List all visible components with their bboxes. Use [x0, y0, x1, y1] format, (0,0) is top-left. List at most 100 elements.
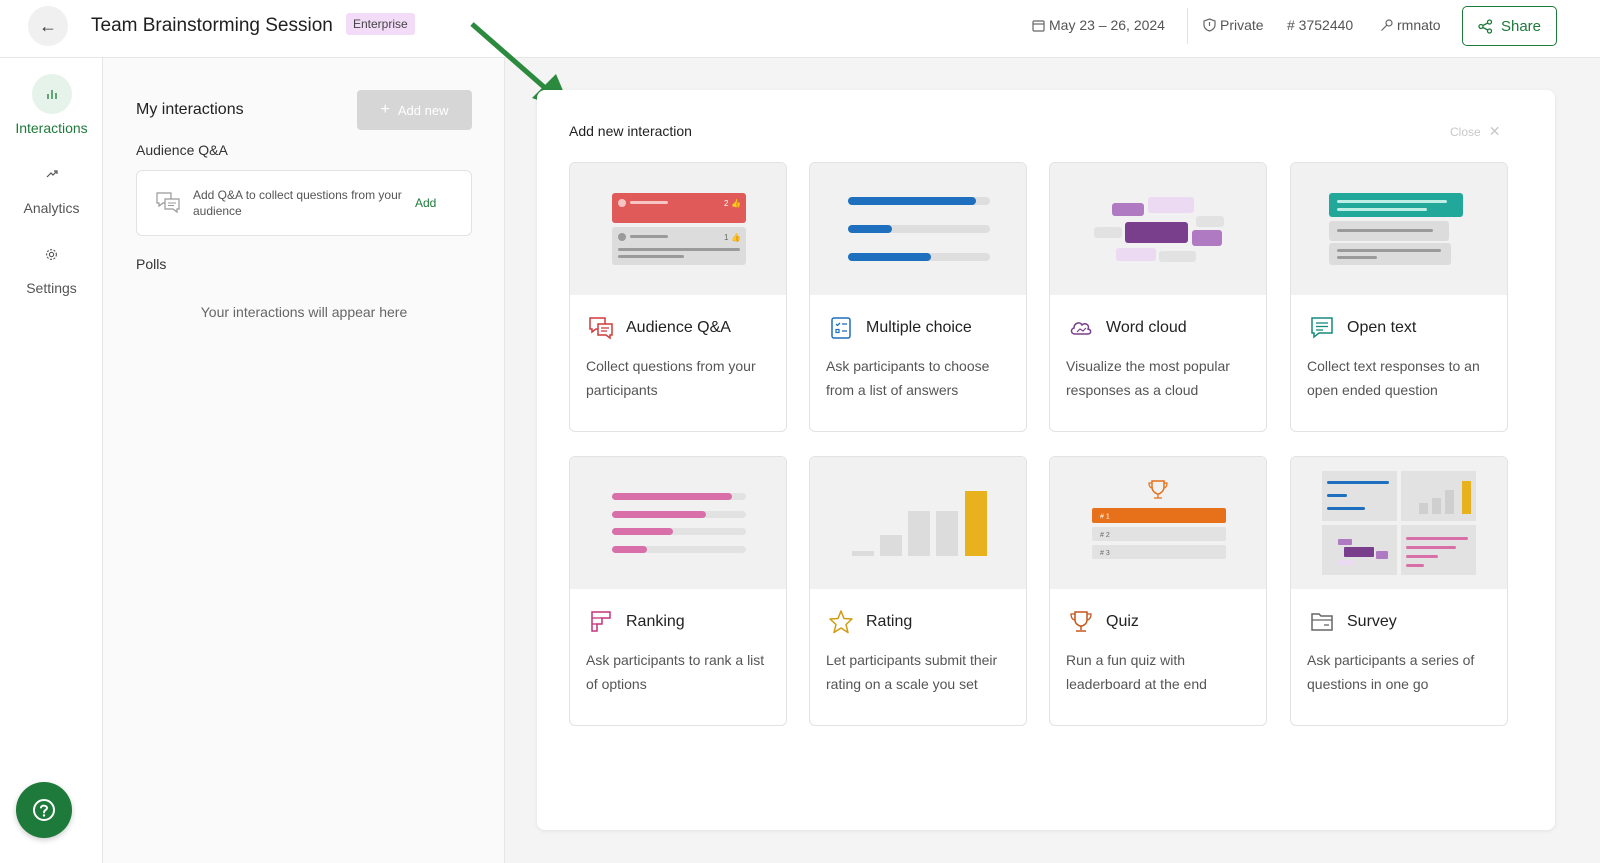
nav-label: Interactions — [15, 120, 88, 136]
card-description: Ask participants to choose from a list o… — [826, 358, 990, 398]
card-preview — [1291, 457, 1507, 589]
card-word-cloud[interactable]: Word cloud Visualize the most popular re… — [1049, 162, 1267, 432]
qa-add-link[interactable]: Add — [415, 196, 437, 210]
star-icon — [829, 610, 853, 634]
card-description: Collect questions from your participants — [586, 358, 756, 398]
card-title: Survey — [1347, 613, 1397, 630]
card-ranking[interactable]: Ranking Ask participants to rank a list … — [569, 456, 787, 726]
card-title: Rating — [866, 613, 913, 630]
card-title: Ranking — [626, 613, 685, 630]
share-button[interactable]: Share — [1462, 6, 1557, 46]
opentext-preview-graphic — [1329, 193, 1463, 265]
card-description: Ask participants a series of questions i… — [1307, 652, 1475, 692]
survey-preview-graphic — [1322, 471, 1476, 575]
card-preview — [810, 163, 1026, 295]
quiz-preview-graphic: # 1 # 2 # 3 — [1092, 480, 1226, 559]
nav-icon-bg — [32, 234, 72, 274]
nav-analytics[interactable]: Analytics — [0, 154, 103, 216]
header-divider — [1187, 8, 1188, 44]
card-preview — [570, 457, 786, 589]
card-preview — [810, 457, 1026, 589]
svg-text:👍: 👍 — [731, 198, 741, 208]
card-description: Let participants submit their rating on … — [826, 652, 998, 692]
card-survey[interactable]: Survey Ask participants a series of ques… — [1290, 456, 1508, 726]
card-preview: 2 👍 1 👍 — [570, 163, 786, 295]
qa-like-count: 1 — [724, 233, 729, 242]
share-label: Share — [1500, 17, 1542, 35]
qa-preview-graphic: 2 👍 1 👍 — [612, 193, 746, 265]
nav-interactions[interactable]: Interactions — [0, 74, 103, 136]
empty-message: Your interactions will appear here — [200, 304, 408, 320]
qa-bubble-icon — [156, 192, 180, 214]
card-title: Multiple choice — [866, 319, 972, 336]
card-title: Open text — [1347, 319, 1417, 336]
card-title: Quiz — [1106, 613, 1139, 630]
card-description: Ask participants to rank a list of optio… — [586, 652, 765, 692]
trend-icon — [46, 170, 58, 178]
wordcloud-preview-graphic — [1094, 197, 1224, 262]
help-button[interactable] — [16, 782, 72, 838]
quiz-rank-label: # 2 — [1100, 532, 1110, 539]
shield-icon — [1203, 18, 1216, 32]
session-title: Team Brainstorming Session — [91, 15, 333, 36]
key-icon — [1381, 18, 1393, 31]
ranking-preview-graphic — [612, 493, 746, 553]
back-button[interactable]: ← — [28, 6, 68, 46]
quiz-rank-label: # 3 — [1100, 550, 1110, 557]
card-audience-qa[interactable]: 2 👍 1 👍 Audience Q&A Collect questions f… — [569, 162, 787, 432]
close-button[interactable]: Close ✕ — [1450, 123, 1500, 140]
card-description: Visualize the most popular responses as … — [1066, 358, 1230, 398]
gear-icon — [46, 248, 57, 260]
add-new-label: Add new — [397, 102, 449, 118]
card-title: Word cloud — [1106, 319, 1187, 336]
event-code-text: # 3752440 — [1287, 17, 1354, 33]
cloud-icon — [1070, 322, 1092, 335]
calendar-icon — [1032, 19, 1045, 32]
question-icon — [33, 799, 55, 821]
nav-label: Analytics — [23, 200, 80, 216]
nav-icon-bg — [31, 74, 72, 114]
privacy-setting[interactable]: Private — [1203, 17, 1264, 33]
add-interaction-dialog: Add new interaction Close ✕ 2 👍 1 👍 Audi — [537, 90, 1555, 830]
event-code[interactable]: # 3752440 — [1287, 17, 1353, 33]
card-multiple-choice[interactable]: Multiple choice Ask participants to choo… — [809, 162, 1027, 432]
add-new-button[interactable]: + Add new — [357, 90, 472, 130]
close-label: Close — [1450, 124, 1481, 139]
dialog-title: Add new interaction — [569, 123, 692, 139]
owner-text: rmnato — [1397, 17, 1441, 33]
bar-chart-icon — [46, 90, 57, 99]
owner-info[interactable]: rmnato — [1380, 17, 1441, 33]
panel-title: My interactions — [136, 101, 244, 118]
left-nav: Interactions Analytics Settings — [0, 58, 103, 863]
card-preview — [1291, 163, 1507, 295]
privacy-text: Private — [1220, 17, 1264, 33]
qa-bubble-icon — [589, 317, 613, 340]
nav-settings[interactable]: Settings — [0, 234, 103, 296]
card-description: Run a fun quiz with leaderboard at the e… — [1066, 652, 1207, 692]
qa-like-count: 2 — [724, 199, 729, 208]
card-preview — [1050, 163, 1266, 295]
card-description: Collect text responses to an open ended … — [1307, 358, 1480, 398]
text-bubble-icon — [1311, 317, 1333, 339]
arrow-left-icon: ← — [39, 15, 57, 36]
nav-icon-bg — [32, 154, 72, 194]
ranking-icon — [591, 611, 611, 632]
nav-label: Settings — [26, 280, 77, 296]
card-quiz[interactable]: # 1 # 2 # 3 Quiz Run a fun quiz with lea… — [1049, 456, 1267, 726]
event-dates[interactable]: May 23 – 26, 2024 — [1032, 17, 1165, 33]
polls-section-label: Polls — [136, 256, 167, 272]
event-dates-text: May 23 – 26, 2024 — [1049, 17, 1165, 33]
folder-icon — [1311, 613, 1333, 631]
svg-text:👍: 👍 — [731, 232, 741, 242]
card-preview: # 1 # 2 # 3 — [1050, 457, 1266, 589]
trophy-icon — [1070, 611, 1092, 632]
card-title: Audience Q&A — [626, 319, 731, 336]
rating-preview-graphic — [852, 491, 987, 556]
mc-preview-graphic — [848, 197, 990, 261]
quiz-rank-label: # 1 — [1100, 514, 1110, 521]
plus-icon: + — [380, 101, 390, 118]
card-rating[interactable]: Rating Let participants submit their rat… — [809, 456, 1027, 726]
plan-badge: Enterprise — [346, 13, 415, 35]
card-open-text[interactable]: Open text Collect text responses to an o… — [1290, 162, 1508, 432]
top-header: ← Team Brainstorming Session Enterprise … — [0, 0, 1600, 58]
